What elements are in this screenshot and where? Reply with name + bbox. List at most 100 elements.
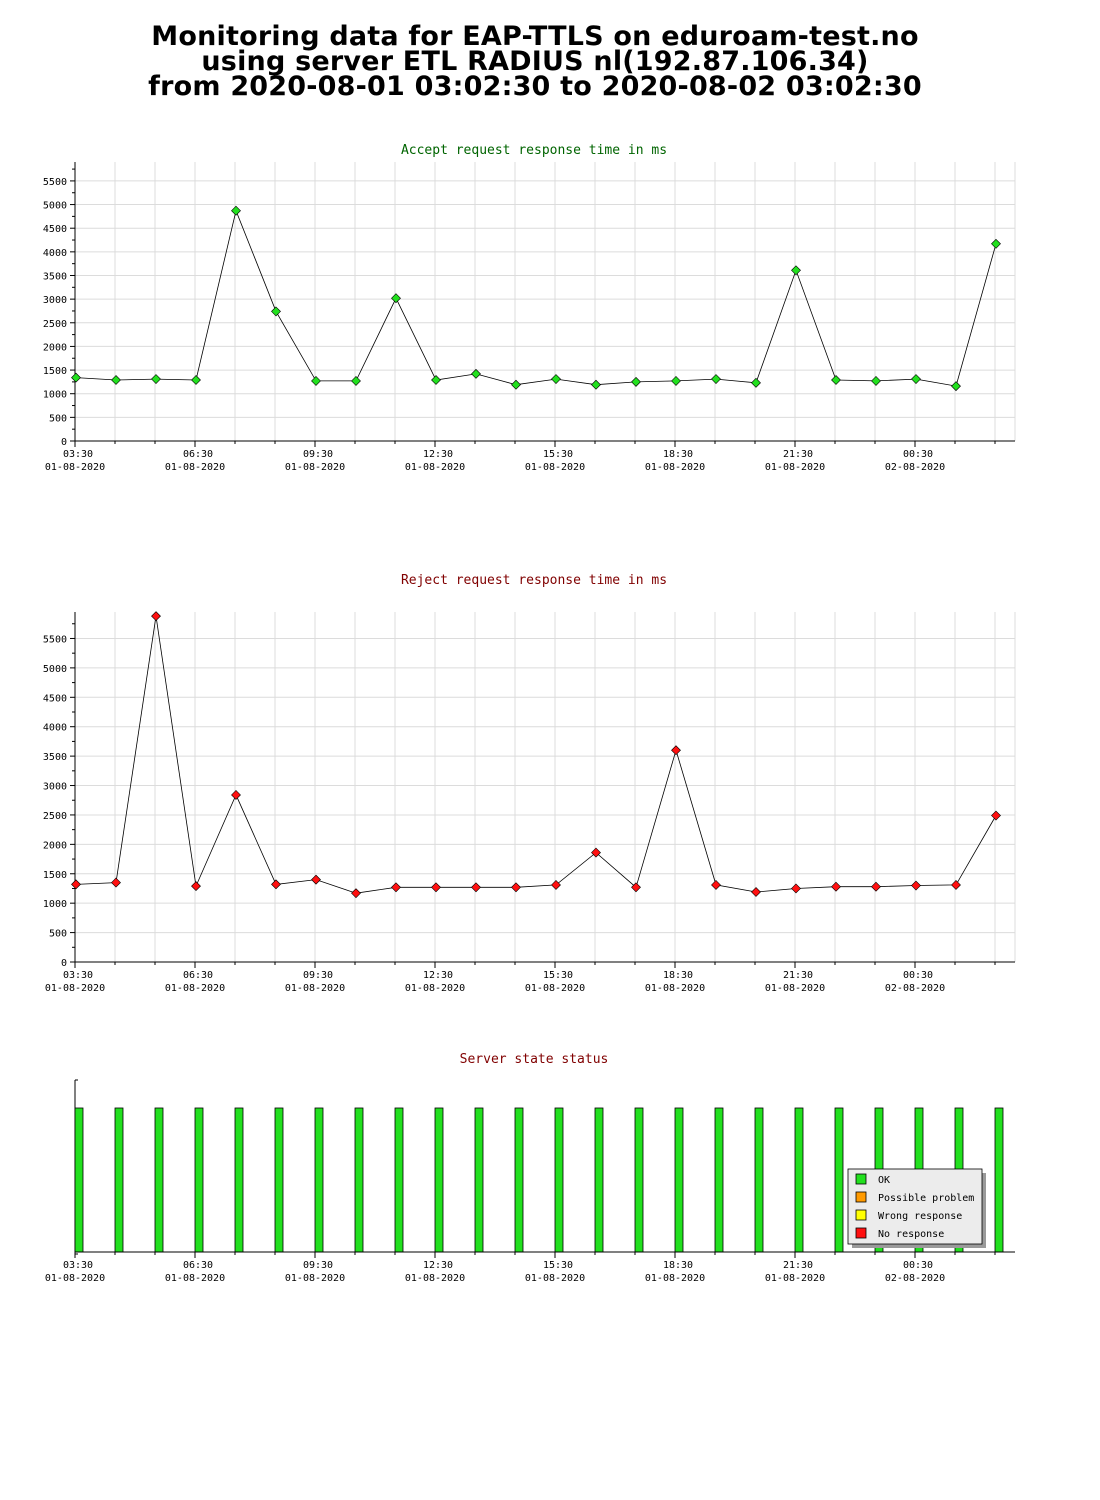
y-tick-label: 1500 [43, 870, 67, 881]
y-tick-label: 2000 [43, 342, 67, 353]
reject-data-point [71, 879, 81, 890]
x-tick-label-time: 03:30 [63, 449, 93, 460]
y-tick-label: 5500 [43, 634, 67, 645]
accept-data-point [911, 374, 921, 384]
reject-data-point [591, 847, 601, 858]
reject-data-point [191, 881, 201, 892]
y-tick-label: 4500 [43, 693, 67, 704]
accept-data-point [951, 381, 961, 392]
reject-data-point [551, 880, 561, 890]
x-tick-label-date: 01-08-2020 [645, 983, 705, 994]
reject-data-point [111, 877, 121, 888]
x-tick-label-date: 01-08-2020 [645, 1273, 705, 1284]
x-tick-label-date: 01-08-2020 [525, 462, 585, 473]
accept-data-point [271, 306, 281, 317]
accept-response-chart: 0 500 1000 1500 2000 2500 3000 3500 4000 4500 5000… [43, 162, 1016, 473]
x-tick-label-time: 21:30 [783, 1260, 813, 1271]
x-tick-label-date: 02-08-2020 [885, 462, 945, 473]
x-tick-label-time: 09:30 [303, 1260, 333, 1271]
legend-label: Wrong response [878, 1211, 962, 1222]
status-bar [594, 1107, 604, 1253]
x-tick-label-time: 09:30 [303, 449, 333, 460]
x-tick-label-date: 02-08-2020 [885, 1273, 945, 1284]
status-bar [154, 1107, 164, 1253]
x-tick-label-time: 15:30 [543, 970, 573, 981]
accept-data-point [991, 238, 1001, 249]
y-tick-label: 0 [61, 958, 67, 969]
status-bar [514, 1107, 524, 1253]
reject-data-point [831, 881, 841, 892]
accept-data-point [391, 293, 401, 304]
y-tick-label: 500 [49, 413, 67, 424]
x-tick-label-date: 01-08-2020 [525, 1273, 585, 1284]
x-tick-label-time: 00:30 [903, 1260, 933, 1271]
legend-swatch [855, 1227, 867, 1239]
y-tick-label: 2000 [43, 840, 67, 851]
x-tick-label-date: 01-08-2020 [285, 462, 345, 473]
x-tick-label-time: 18:30 [663, 1260, 693, 1271]
y-tick-label: 1000 [43, 899, 67, 910]
y-tick-label: 5000 [43, 201, 67, 212]
x-tick-label-time: 03:30 [63, 970, 93, 981]
page-title-line-2: using server ETL RADIUS nl(192.87.106.34… [201, 46, 869, 77]
status-bar [754, 1107, 764, 1253]
accept-data-point [791, 265, 801, 276]
status-bar [834, 1107, 844, 1253]
reject-data-point [151, 611, 161, 622]
reject-data-point [991, 810, 1001, 821]
x-tick-label-time: 12:30 [423, 449, 453, 460]
accept-data-point [71, 372, 81, 383]
reject-data-point [391, 882, 401, 893]
x-tick-label-date: 01-08-2020 [45, 983, 105, 994]
reject-data-point [471, 882, 481, 893]
reject-data-point [911, 880, 921, 891]
reject-chart-title: Reject request response time in ms [401, 573, 667, 588]
accept-data-point [831, 375, 841, 385]
accept-data-point [311, 376, 321, 386]
x-tick-label-date: 01-08-2020 [45, 1273, 105, 1284]
y-tick-label: 1500 [43, 366, 67, 377]
status-bar [674, 1107, 684, 1253]
reject-data-point [631, 882, 641, 893]
reject-series-line [75, 616, 997, 894]
accept-series-line [75, 209, 997, 387]
y-tick-label: 4000 [43, 248, 67, 259]
x-tick-label-time: 12:30 [423, 1260, 453, 1271]
x-tick-label-time: 21:30 [783, 449, 813, 460]
legend-label: Possible problem [878, 1193, 974, 1204]
x-tick-label-time: 21:30 [783, 970, 813, 981]
status-chart-title: Server state status [460, 1052, 609, 1067]
accept-data-point [671, 376, 681, 386]
legend-label: OK [878, 1175, 890, 1186]
reject-data-point [791, 883, 801, 894]
accept-data-point [111, 375, 121, 385]
legend-swatch [855, 1209, 867, 1221]
x-tick-label-date: 01-08-2020 [525, 983, 585, 994]
x-tick-label-time: 06:30 [183, 970, 213, 981]
reject-response-chart: 0 500 1000 1500 2000 2500 3000 3500 4000 4500 5000… [43, 611, 1016, 994]
status-bar [234, 1107, 244, 1253]
x-tick-label-date: 01-08-2020 [765, 983, 825, 994]
status-bar [394, 1107, 404, 1253]
reject-data-point [671, 745, 681, 756]
legend-swatch [855, 1173, 867, 1185]
reject-data-point [751, 887, 761, 897]
x-tick-label-time: 15:30 [543, 449, 573, 460]
status-bar [194, 1107, 204, 1253]
accept-data-point [751, 377, 761, 388]
status-bar [634, 1107, 644, 1253]
status-bar [434, 1107, 444, 1253]
accept-data-point [191, 375, 201, 385]
y-tick-label: 2500 [43, 319, 67, 330]
x-tick-label-date: 01-08-2020 [165, 1273, 225, 1284]
legend-label: No response [878, 1229, 944, 1240]
accept-data-point [711, 374, 721, 384]
x-tick-label-date: 01-08-2020 [285, 983, 345, 994]
x-tick-label-date: 01-08-2020 [165, 983, 225, 994]
accept-data-point [471, 368, 481, 379]
status-bar [74, 1107, 84, 1253]
x-tick-label-date: 01-08-2020 [285, 1273, 345, 1284]
x-tick-label-time: 06:30 [183, 449, 213, 460]
accept-data-point [511, 379, 521, 390]
